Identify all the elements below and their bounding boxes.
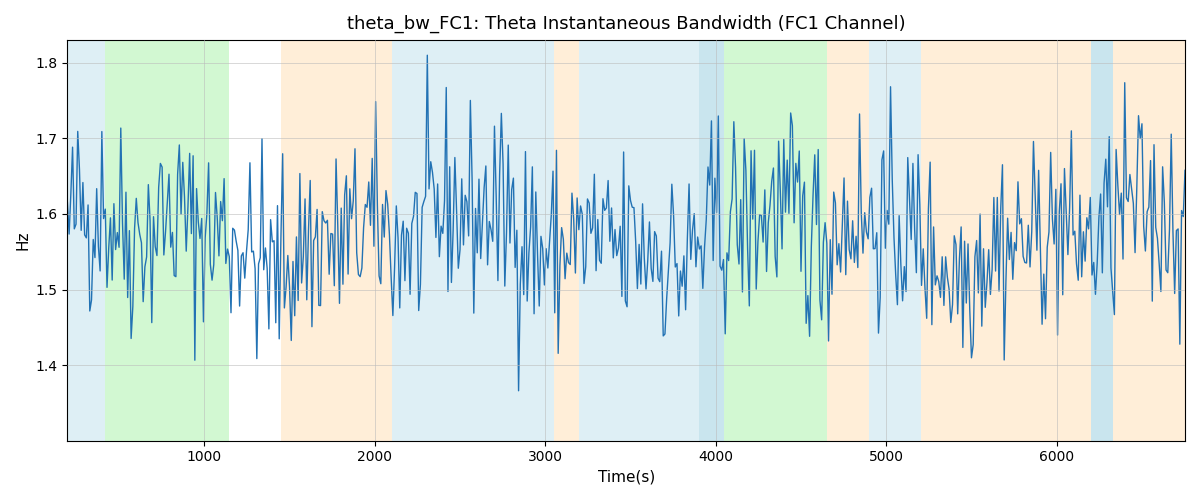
Bar — [67, 40, 104, 440]
Bar — [920, 40, 1091, 440]
Bar — [698, 40, 725, 440]
Bar — [869, 40, 920, 440]
Bar — [281, 40, 391, 440]
Bar — [1114, 40, 1186, 440]
Bar — [104, 40, 229, 440]
Bar — [725, 40, 827, 440]
Bar — [827, 40, 869, 440]
Bar — [1091, 40, 1114, 440]
Y-axis label: Hz: Hz — [16, 230, 30, 250]
Title: theta_bw_FC1: Theta Instantaneous Bandwidth (FC1 Channel): theta_bw_FC1: Theta Instantaneous Bandwi… — [347, 15, 906, 34]
Bar — [391, 40, 553, 440]
Bar — [553, 40, 580, 440]
X-axis label: Time(s): Time(s) — [598, 470, 655, 485]
Bar — [580, 40, 698, 440]
